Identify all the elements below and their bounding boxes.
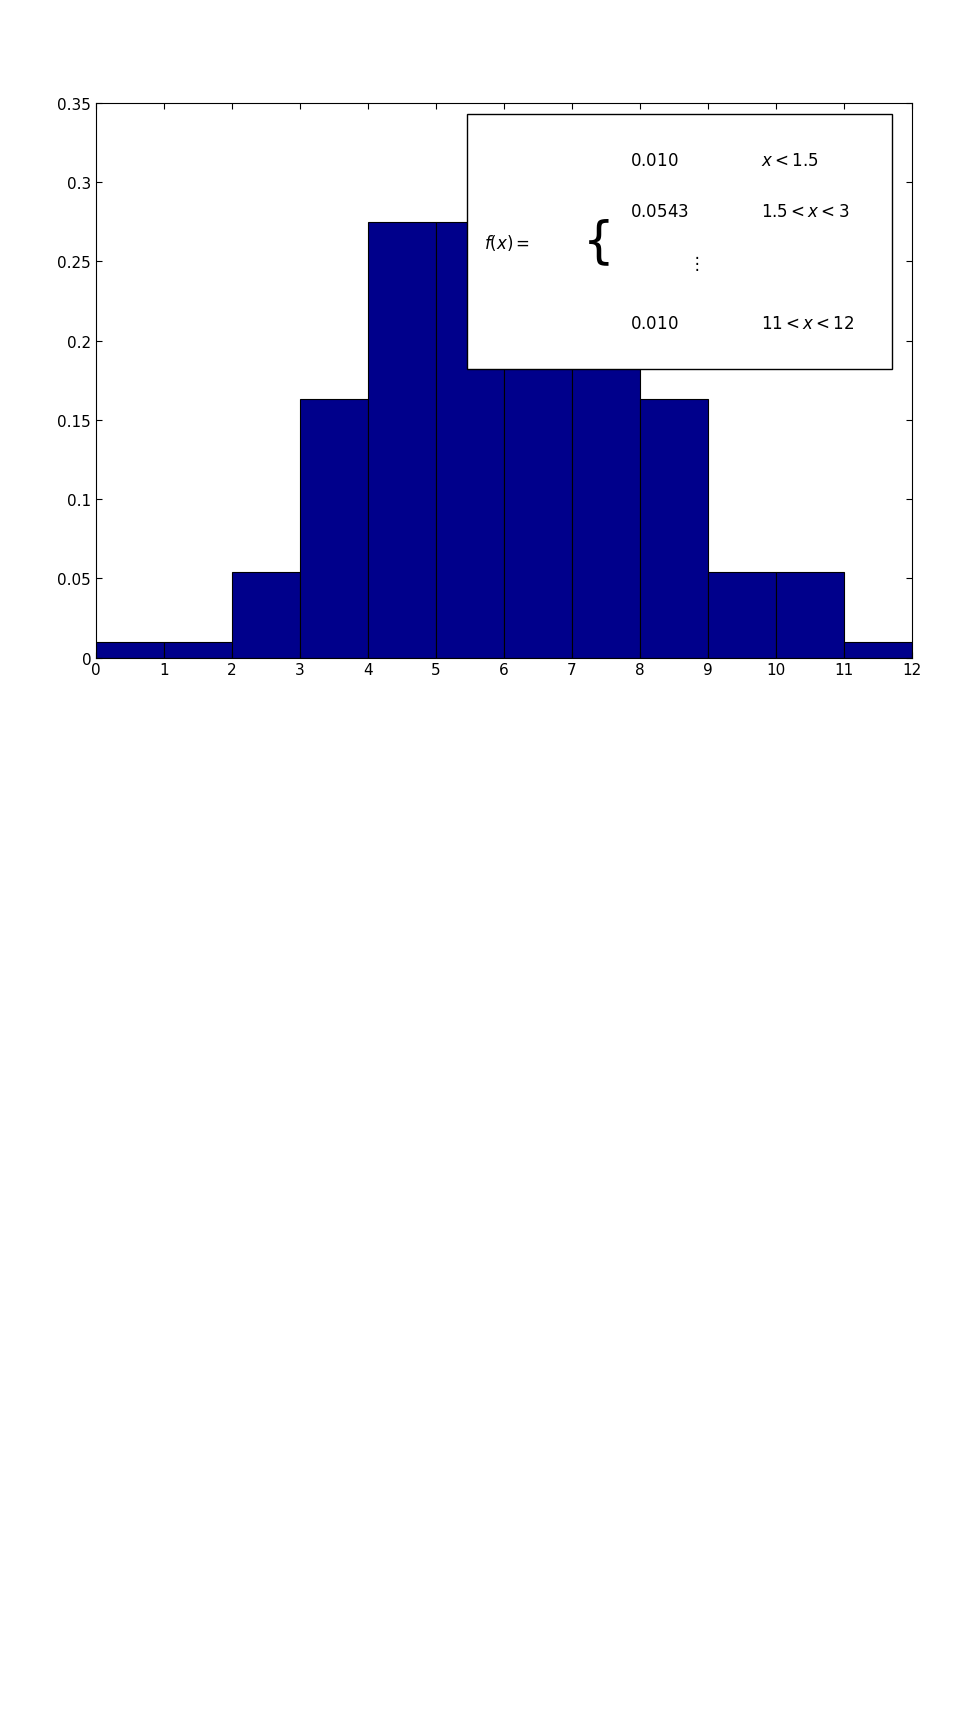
Bar: [368, 223, 436, 658]
Bar: [504, 223, 572, 658]
Bar: [640, 400, 708, 658]
Text: $0.010$: $0.010$: [631, 315, 679, 333]
Bar: [776, 573, 844, 658]
Text: $11 < x < 12$: $11 < x < 12$: [761, 315, 854, 333]
FancyBboxPatch shape: [468, 114, 892, 371]
Bar: [96, 643, 164, 658]
Text: $1.5 < x < 3$: $1.5 < x < 3$: [761, 203, 850, 222]
Text: $0.010$: $0.010$: [631, 152, 679, 170]
Bar: [232, 573, 300, 658]
Bar: [572, 223, 640, 658]
Text: $x < 1.5$: $x < 1.5$: [761, 152, 819, 170]
Text: $\{$: $\{$: [582, 216, 609, 268]
Bar: [436, 223, 504, 658]
Text: $0.0543$: $0.0543$: [631, 203, 689, 222]
Bar: [844, 643, 912, 658]
Bar: [708, 573, 776, 658]
Text: $f(x) =$: $f(x) =$: [484, 232, 530, 253]
Bar: [300, 400, 368, 658]
Text: $\vdots$: $\vdots$: [687, 253, 699, 272]
Bar: [164, 643, 232, 658]
